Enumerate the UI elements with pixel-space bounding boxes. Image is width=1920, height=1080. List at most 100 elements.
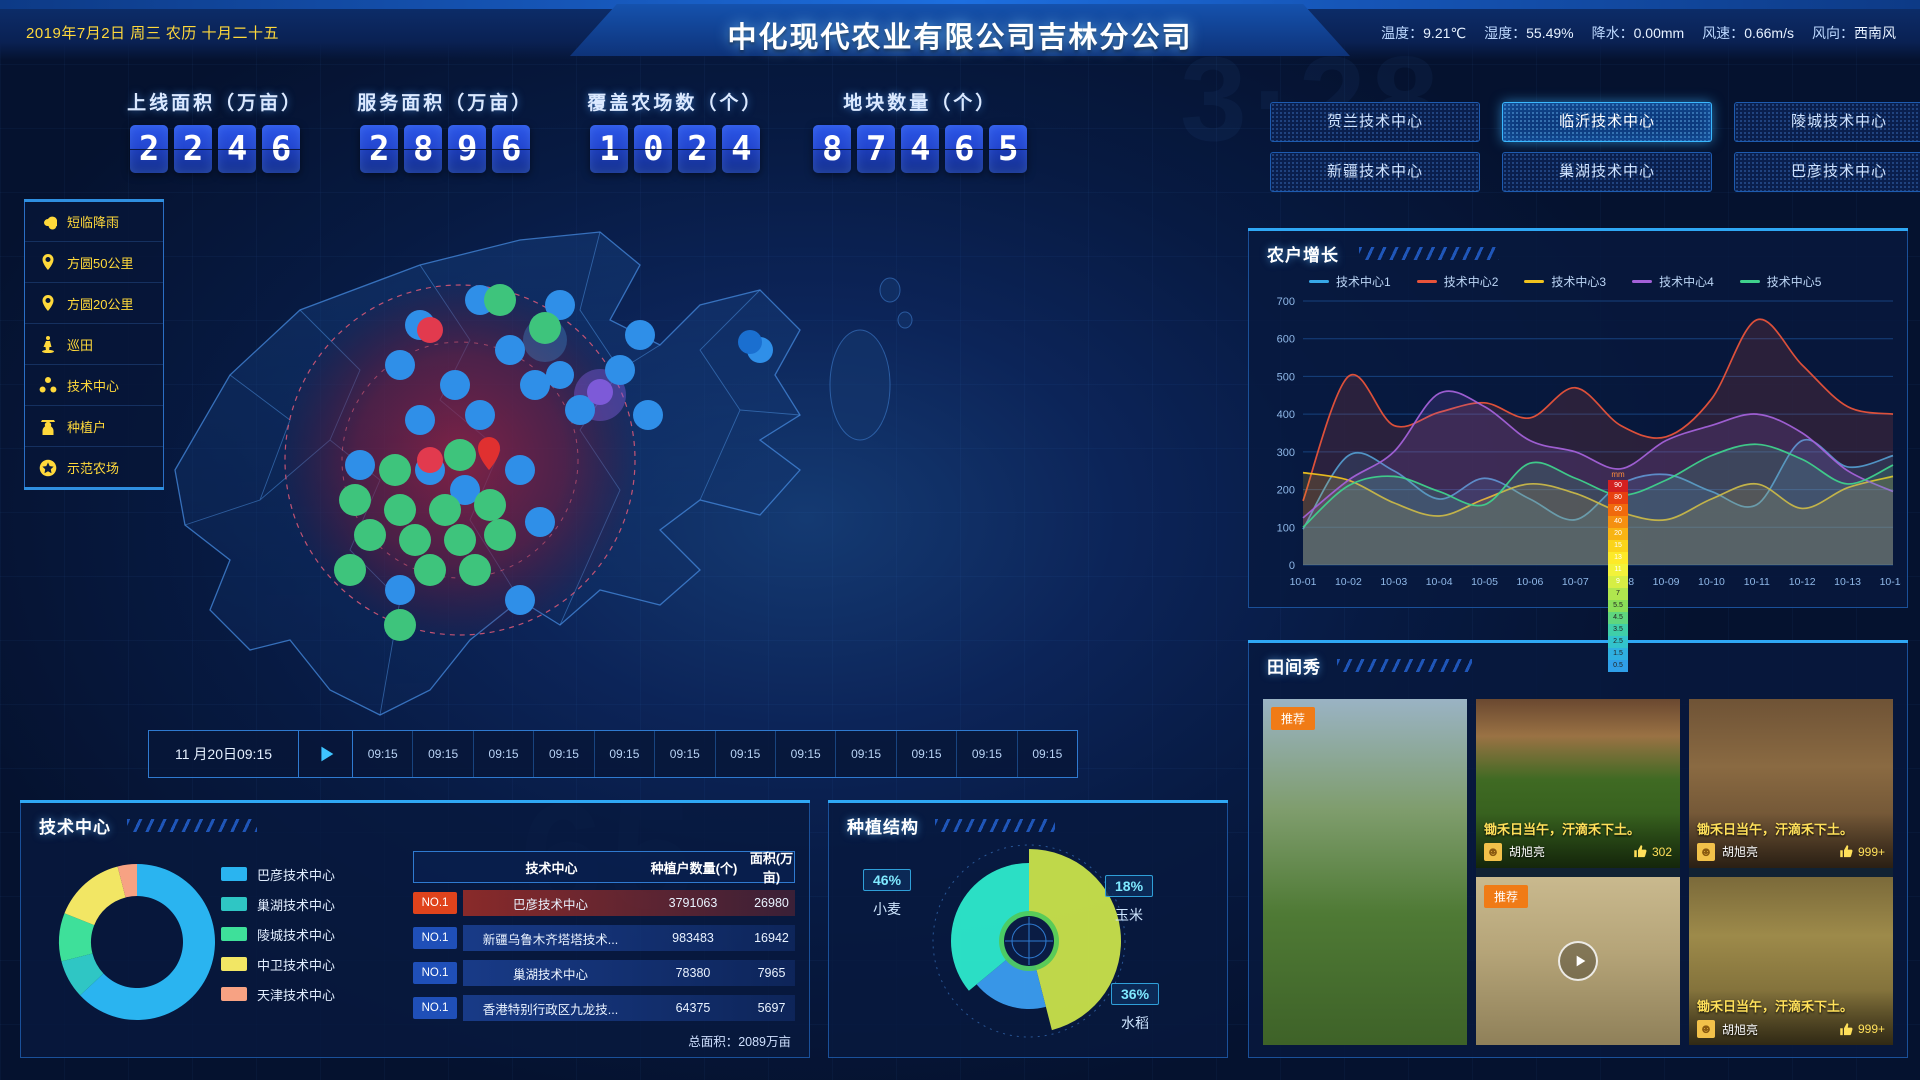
map-legend-item-6[interactable]: 示范农场 (25, 447, 163, 488)
timeline-tick-10[interactable]: 09:15 (957, 731, 1018, 777)
thumbs-up-icon (1634, 845, 1647, 858)
scale-tick-9: 7 (1608, 588, 1628, 600)
timeline-tick-11[interactable]: 09:15 (1032, 747, 1063, 761)
chart-legend[interactable]: 技术中心1 技术中心2 技术中心3 技术中心4 技术中心5 (1309, 273, 1895, 290)
play-icon[interactable] (1558, 940, 1598, 981)
donut-swatch (221, 987, 247, 1001)
kpi-digit: 6 (945, 125, 984, 173)
donut-legend-item-3[interactable]: 中卫技术中心 (221, 949, 335, 979)
legend-item-0[interactable]: 技术中心1 (1309, 273, 1391, 290)
svg-text:10-13: 10-13 (1834, 576, 1861, 588)
technology-center-button-grid[interactable]: 贺兰技术中心 临沂技术中心 陵城技术中心新疆技术中心 巢湖技术中心 巴彦技术中心 (1270, 102, 1920, 192)
scale-tick-0: 90 (1608, 480, 1628, 492)
pie-value-rice: 36% (1111, 983, 1160, 1005)
center-button-3[interactable]: 新疆技术中心 (1270, 152, 1480, 192)
timeline-tick-9[interactable]: 09:15 (897, 731, 958, 777)
kpi-label: 地块数量（个） (843, 93, 998, 114)
center-button-0[interactable]: 贺兰技术中心 (1270, 102, 1480, 142)
timeline-ticks[interactable]: 09:15 09:15 09:15 09:15 09:15 09:15 09:15 09:15… (353, 731, 1077, 777)
timeline-tick-8[interactable]: 09:15 (836, 731, 897, 777)
svg-text:10-10: 10-10 (1698, 576, 1725, 588)
play-icon[interactable] (299, 731, 353, 777)
card-caption-area: 锄禾日当午，汗滴禾下土。 胡旭亮 302 (1476, 812, 1680, 868)
kpi-digit: 4 (901, 125, 940, 173)
scale-tick-10: 5.5 (1608, 600, 1628, 612)
map-timeline[interactable]: 11 月20日09:15 09:15 09:15 09:15 09:15 09:15 09… (148, 730, 1078, 778)
table-row[interactable]: NO.1 香港特别行政区九龙技... 64375 5697 (413, 993, 795, 1023)
field-card-0[interactable]: 推荐 (1263, 699, 1467, 1045)
cell-area: 7965 (757, 966, 786, 980)
map-svg (174, 231, 913, 716)
timeline-tick-0[interactable]: 09:15 (353, 731, 414, 777)
scale-tick-12: 3.5 (1608, 624, 1628, 636)
legend-item-3[interactable]: 技术中心4 (1632, 273, 1714, 290)
timeline-tick-1[interactable]: 09:15 (413, 731, 474, 777)
map-legend-item-4[interactable]: 技术中心 (25, 365, 163, 406)
field-show-card-grid[interactable]: 推荐 锄禾日当午，汗滴禾下土。 胡旭亮 302 推荐 锄禾日当午，汗滴禾下土。 … (1263, 699, 1893, 1045)
field-card-3[interactable]: 推荐 (1476, 876, 1680, 1045)
map-legend-panel[interactable]: 短临降雨 方圆50公里 方圆20公里 巡田 技术中心 种植户 示范农场 (24, 199, 164, 490)
map-legend-label: 方圆20公里 (67, 296, 134, 312)
legend-swatch (1524, 280, 1545, 283)
kpi-digit: 2 (360, 125, 399, 173)
column-header-name: 技术中心 (525, 860, 578, 876)
kpi-digit: 2 (678, 125, 717, 173)
timeline-tick-6[interactable]: 09:15 (716, 731, 776, 777)
table-body[interactable]: NO.1 巴彦技术中心 3791063 26980 NO.1 新疆乌鲁木齐塔塔技… (413, 888, 795, 1023)
like-count[interactable]: 302 (1633, 844, 1672, 859)
donut-legend-item-2[interactable]: 陵城技术中心 (221, 919, 335, 949)
center-button-1[interactable]: 临沂技术中心 (1502, 102, 1712, 142)
star-farm-icon (39, 459, 57, 476)
center-button-4[interactable]: 巢湖技术中心 (1502, 152, 1712, 192)
timeline-tick-2[interactable]: 09:15 (474, 731, 535, 777)
donut-label: 陵城技术中心 (257, 927, 336, 943)
timeline-tick-3[interactable]: 09:15 (534, 731, 595, 777)
field-card-4[interactable]: 锄禾日当午，汗滴禾下土。 胡旭亮 999+ (1689, 876, 1893, 1045)
rank-badge: NO.1 (413, 892, 457, 914)
donut-label: 天津技术中心 (257, 987, 336, 1003)
map-legend-item-0[interactable]: 短临降雨 (25, 201, 163, 242)
donut-legend-item-4[interactable]: 天津技术中心 (221, 979, 335, 1009)
page-title: 中化现代农业有限公司吉林分公司 (727, 22, 1193, 54)
tech-center-panel: 技术中心 巴彦技术中心 巢湖技术中心 陵城技术中心 中卫技术中心 天津技术中心 … (20, 800, 810, 1058)
table-row[interactable]: NO.1 巢湖技术中心 78380 7965 (413, 958, 795, 988)
center-button-2[interactable]: 陵城技术中心 (1734, 102, 1920, 142)
svg-text:200: 200 (1277, 485, 1295, 497)
cell-name: 新疆乌鲁木齐塔塔技术... (482, 932, 619, 947)
legend-item-1[interactable]: 技术中心2 (1416, 273, 1499, 290)
svg-text:10-04: 10-04 (1426, 576, 1453, 588)
map-legend-item-5[interactable]: 种植户 (25, 406, 163, 447)
patrol-icon (42, 336, 54, 353)
map-legend-item-1[interactable]: 方圆50公里 (25, 242, 163, 283)
field-card-2[interactable]: 锄禾日当午，汗滴禾下土。 胡旭亮 999+ (1689, 699, 1893, 868)
donut-legend-item-0[interactable]: 巴彦技术中心 (221, 859, 335, 889)
legend-label: 技术中心2 (1443, 275, 1499, 289)
legend-swatch (1309, 280, 1329, 283)
timeline-tick-4[interactable]: 09:15 (595, 731, 656, 777)
map-area[interactable] (0, 170, 1250, 790)
table-row[interactable]: NO.1 新疆乌鲁木齐塔塔技术... 983483 16942 (413, 923, 795, 953)
table-row[interactable]: NO.1 巴彦技术中心 3791063 26980 (413, 888, 795, 918)
map-legend-item-3[interactable]: 巡田 (25, 324, 163, 365)
like-count[interactable]: 999+ (1839, 1022, 1885, 1037)
cell-area: 5697 (757, 1001, 786, 1015)
legend-item-4[interactable]: 技术中心5 (1739, 273, 1821, 290)
scale-tick-5: 15 (1608, 540, 1628, 552)
timeline-tick-7[interactable]: 09:15 (776, 731, 837, 777)
map-legend-item-2[interactable]: 方圆20公里 (25, 283, 163, 324)
pie-value-corn: 18% (1105, 875, 1154, 897)
farmer-icon (41, 420, 55, 435)
donut-legend[interactable]: 巴彦技术中心 巢湖技术中心 陵城技术中心 中卫技术中心 天津技术中心 (221, 859, 335, 1009)
field-card-1[interactable]: 锄禾日当午，汗滴禾下土。 胡旭亮 302 (1476, 699, 1680, 868)
column-header-count: 种植户数量(个) (650, 860, 738, 876)
legend-item-2[interactable]: 技术中心3 (1524, 273, 1606, 290)
pie-label-corn: 玉米 (1115, 907, 1143, 923)
center-button-5[interactable]: 巴彦技术中心 (1734, 152, 1920, 192)
donut-legend-item-1[interactable]: 巢湖技术中心 (221, 889, 335, 919)
scale-tick-15: 0.5 (1608, 660, 1628, 672)
like-count[interactable]: 999+ (1839, 844, 1885, 859)
timeline-tick-5[interactable]: 09:15 (655, 731, 716, 777)
rank-badge: NO.1 (413, 997, 457, 1019)
